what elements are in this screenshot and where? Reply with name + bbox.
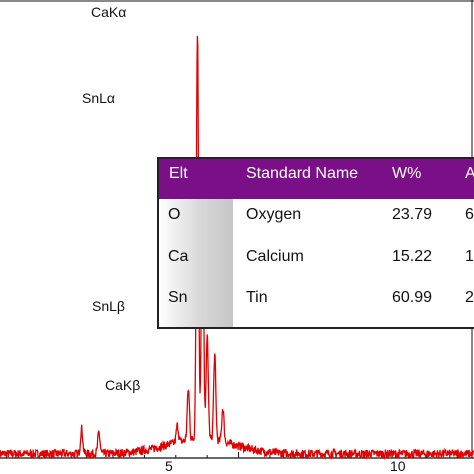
header-weight-percent: W% — [392, 165, 422, 182]
table-row-0-w: 23.79 — [392, 206, 433, 223]
x-tick-label-5: 5 — [165, 458, 173, 474]
table-row-1-a: 1 — [465, 248, 474, 265]
peak-label-ca-k-beta: CaKβ — [105, 377, 141, 393]
spectrum-series — [0, 35, 474, 461]
table-row-1-name: Calcium — [246, 248, 304, 265]
table-row-0-elt: O — [168, 206, 181, 223]
table-row-2-w: 60.99 — [392, 289, 433, 306]
table-row-2-name: Tin — [246, 289, 268, 306]
table-header-row: Elt Standard Name W% A — [159, 159, 474, 199]
peak-label-sn-l-beta: SnLβ — [92, 298, 125, 314]
peak-label-sn-l-alpha: SnLα — [82, 90, 116, 106]
peak-label-ca-k-alpha: CaKα — [91, 4, 127, 20]
table-row-2-elt: Sn — [168, 289, 188, 306]
table-row-1-elt: Ca — [168, 248, 189, 265]
table-row-0-name: Oxygen — [246, 206, 302, 223]
table-row-2-a: 2 — [465, 289, 474, 306]
x-tick-label-10: 10 — [390, 458, 406, 474]
header-elt: Elt — [169, 165, 188, 182]
element-composition-table: Elt Standard Name W% A O Oxygen 23.79 6 … — [157, 157, 474, 329]
element-column-shade — [159, 199, 233, 327]
header-atomic-percent: A — [465, 165, 474, 183]
table-row-0-a: 6 — [465, 206, 474, 223]
table-row-1-w: 15.22 — [392, 248, 433, 265]
header-standard-name: Standard Name — [246, 165, 359, 182]
